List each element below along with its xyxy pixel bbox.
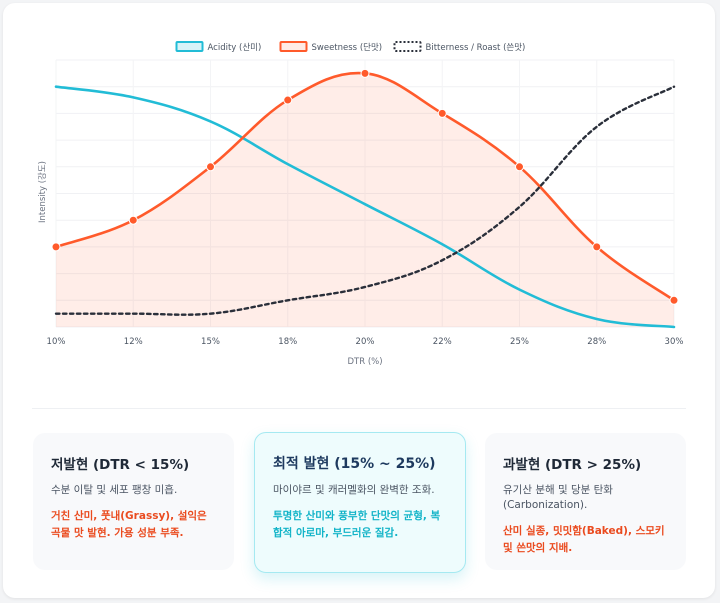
panel-description: 유기산 분해 및 당분 탄화 (Carbonization). bbox=[503, 484, 613, 511]
panel-title: 저발현 (DTR < 15%) bbox=[51, 457, 190, 473]
x-tick-label: 22% bbox=[433, 337, 452, 347]
series-1-point bbox=[515, 162, 524, 172]
x-tick-label: 10% bbox=[47, 337, 66, 347]
x-tick-label: 15% bbox=[201, 337, 220, 347]
x-tick-label: 25% bbox=[510, 337, 529, 347]
x-tick-label: 28% bbox=[587, 337, 606, 347]
series-2-line bbox=[54, 85, 676, 316]
legend-item-0[interactable]: Acidity (산미) bbox=[175, 41, 262, 53]
panel-description: 수분 이탈 및 세포 팽창 미흡. bbox=[51, 484, 178, 496]
series-1-point bbox=[206, 162, 215, 172]
series-1-point bbox=[128, 215, 138, 225]
panel-over-development: 과발현 (DTR > 25%) 유기산 분해 및 당분 탄화 (Carboniz… bbox=[485, 433, 686, 570]
legend-item-2[interactable]: Bitterness / Roast (쓴맛) bbox=[393, 41, 526, 53]
legend-swatch bbox=[175, 41, 204, 52]
y-axis-label: Intensity (강도) bbox=[37, 161, 48, 223]
panel-title: 과발현 (DTR > 25%) bbox=[503, 457, 642, 473]
panel-note: 산미 실종, 밋밋함(Baked), 스모키 및 쓴맛의 지배. bbox=[503, 525, 665, 554]
panel-note: 투명한 산미와 풍부한 단맛의 균형, 복합적 아로마, 부드러운 질감. bbox=[273, 510, 441, 539]
series-1-point bbox=[51, 242, 61, 252]
section-divider bbox=[32, 408, 686, 409]
x-tick-label: 30% bbox=[665, 337, 684, 347]
series-1-point bbox=[592, 242, 602, 252]
legend-label: Bitterness / Roast (쓴맛) bbox=[426, 42, 526, 53]
chart-legend[interactable]: Acidity (산미) Sweetness (단맛) Bitterness / R… bbox=[175, 41, 526, 53]
legend-item-1[interactable]: Sweetness (단맛) bbox=[279, 41, 383, 53]
series-1-point bbox=[437, 108, 447, 118]
x-axis-label: DTR (%) bbox=[347, 357, 382, 367]
series-1-area bbox=[56, 73, 674, 327]
chart-grid bbox=[55, 59, 675, 328]
x-tick-label: 20% bbox=[356, 337, 375, 347]
panel-description: 마이야르 및 캐러멜화의 완벽한 조화. bbox=[273, 484, 435, 496]
panel-note: 거친 산미, 풋내(Grassy), 설익은 곡물 맛 발현. 가용 성분 부족… bbox=[51, 510, 207, 539]
series-1-point bbox=[283, 95, 293, 105]
legend-swatch bbox=[279, 41, 308, 52]
flavor-intensity-chart: 10% 12% 15% 18% 20% 22% 25% 28% 30% Acidity (산미)… bbox=[37, 41, 684, 367]
panel-optimal-development: 최적 발현 (15% ~ 25%) 마이야르 및 캐러멜화의 완벽한 조화. 투… bbox=[254, 432, 466, 573]
legend-label: Acidity (산미) bbox=[208, 42, 262, 53]
legend-swatch bbox=[393, 41, 422, 52]
chart-fill-area bbox=[56, 73, 674, 327]
panel-title: 최적 발현 (15% ~ 25%) bbox=[273, 456, 436, 472]
series-1-point bbox=[669, 295, 679, 305]
chart-markers bbox=[51, 68, 679, 305]
series-1-point bbox=[360, 68, 370, 78]
x-tick-label: 12% bbox=[124, 337, 143, 347]
legend-label: Sweetness (단맛) bbox=[312, 42, 383, 53]
x-tick-label: 18% bbox=[278, 337, 297, 347]
series-0-line bbox=[54, 85, 676, 329]
panel-under-development: 저발현 (DTR < 15%) 수분 이탈 및 세포 팽창 미흡. 거친 산미,… bbox=[33, 433, 234, 570]
x-tick-labels: 10% 12% 15% 18% 20% 22% 25% 28% 30% bbox=[47, 337, 684, 347]
